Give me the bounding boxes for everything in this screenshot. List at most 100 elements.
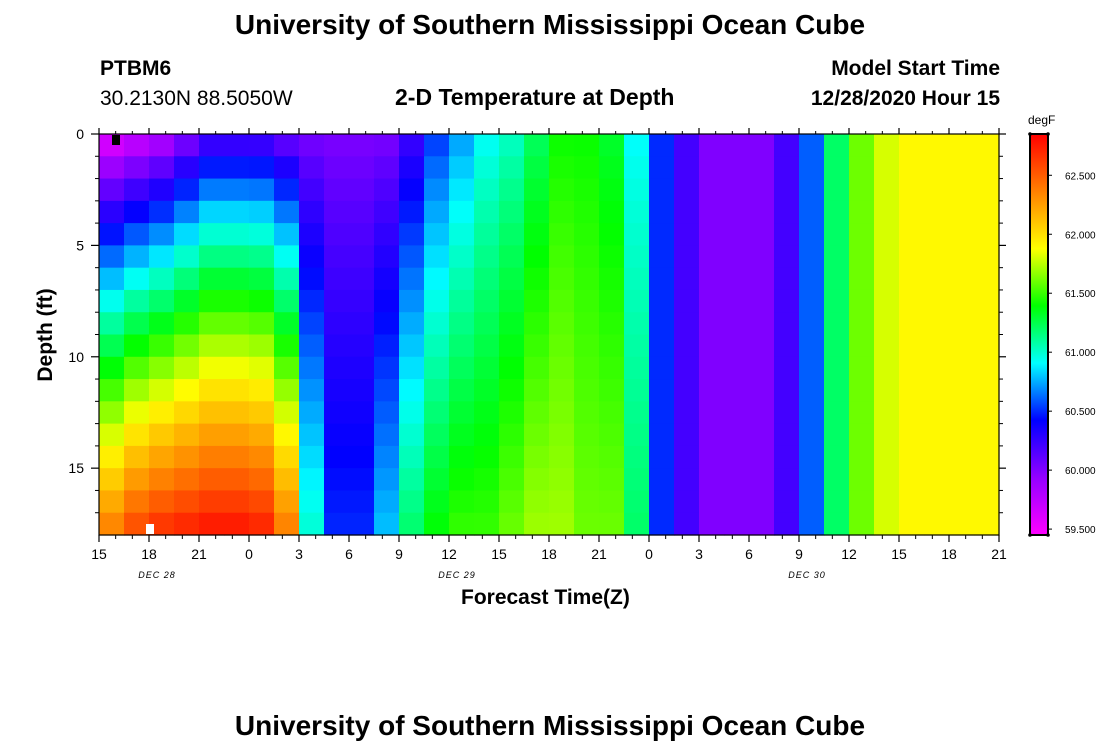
heatmap-cell	[324, 223, 350, 246]
heatmap-cell	[174, 245, 200, 269]
heatmap-cell	[874, 356, 900, 380]
heatmap-cell	[849, 178, 875, 202]
heatmap-cell	[699, 512, 725, 536]
heatmap-cell	[974, 490, 1000, 514]
heatmap-cell	[374, 445, 400, 469]
heatmap-cell	[224, 334, 250, 358]
x-tick-label: 12	[441, 546, 457, 562]
heatmap-cell	[549, 223, 575, 246]
heatmap-cell	[274, 245, 300, 269]
y-tick-label: 10	[68, 349, 84, 365]
heatmap-cell	[774, 267, 800, 291]
heatmap-cell	[449, 401, 475, 425]
heatmap-cell	[199, 178, 225, 202]
heatmap-cell	[699, 223, 725, 246]
heatmap-cell	[824, 200, 850, 224]
heatmap-cell	[799, 267, 825, 291]
heatmap-cell	[249, 178, 275, 202]
heatmap-cell	[749, 401, 775, 425]
heatmap-cell	[724, 512, 750, 536]
heatmap-cell	[174, 356, 200, 380]
heatmap-cell	[549, 200, 575, 224]
heatmap-cell	[299, 134, 325, 157]
heatmap-cell	[899, 200, 925, 224]
heatmap-cell	[99, 223, 125, 246]
heatmap-cell	[724, 423, 750, 447]
heatmap-cell	[799, 200, 825, 224]
heatmap-cell	[599, 468, 625, 492]
heatmap-cell	[324, 468, 350, 492]
heatmap-cell	[124, 312, 150, 336]
heatmap-cell	[249, 267, 275, 291]
heatmap-cell	[699, 245, 725, 269]
heatmap-cell	[549, 156, 575, 180]
heatmap-cell	[274, 490, 300, 514]
colorbar-corner-dot	[1028, 132, 1032, 136]
heatmap-cell	[849, 445, 875, 469]
y-tick-label: 5	[76, 237, 84, 253]
heatmap-cell	[749, 223, 775, 246]
heatmap-cell	[199, 423, 225, 447]
heatmap-cell	[524, 423, 550, 447]
heatmap-cell	[949, 512, 975, 536]
heatmap-cell	[624, 245, 650, 269]
colorbar: 62.500 62.000 61.500 61.000 60.500 60.000 59.5…	[1028, 132, 1096, 537]
heatmap-cell	[924, 134, 950, 157]
heatmap-cell	[299, 289, 325, 313]
x-tick-label: 21	[591, 546, 607, 562]
heatmap-cell	[949, 379, 975, 402]
heatmap-cell	[474, 423, 500, 447]
heatmap-cell	[699, 379, 725, 402]
heatmap-cell	[524, 156, 550, 180]
heatmap-cell	[399, 245, 425, 269]
heatmap-cell	[474, 178, 500, 202]
heatmap-cell	[99, 468, 125, 492]
heatmap-cell	[899, 223, 925, 246]
heatmap-cell	[724, 156, 750, 180]
heatmap-cell	[874, 512, 900, 536]
heatmap-cell	[649, 468, 675, 492]
heatmap-cell	[624, 267, 650, 291]
heatmap-cell	[649, 512, 675, 536]
heatmap-cell	[349, 334, 375, 358]
heatmap-cell	[199, 267, 225, 291]
heatmap-cell	[124, 512, 150, 536]
heatmap-cell	[199, 401, 225, 425]
heatmap-cell	[824, 223, 850, 246]
heatmap-cell	[249, 312, 275, 336]
heatmap-cell	[349, 245, 375, 269]
heatmap-cell	[149, 289, 175, 313]
heatmap-cell	[174, 312, 200, 336]
heatmap-cell	[899, 134, 925, 157]
heatmap-cell	[374, 468, 400, 492]
heatmap-cell	[124, 356, 150, 380]
heatmap-cell	[574, 223, 600, 246]
heatmap-cell	[574, 156, 600, 180]
x-tick-label: 12	[841, 546, 857, 562]
heatmap-cell	[724, 379, 750, 402]
heatmap-cell	[949, 490, 975, 514]
heatmap-cell	[99, 200, 125, 224]
heatmap-cell	[549, 134, 575, 157]
heatmap-cell	[649, 134, 675, 157]
heatmap-cell	[299, 379, 325, 402]
heatmap-cell	[224, 512, 250, 536]
heatmap-cell	[849, 245, 875, 269]
heatmap-cell	[824, 156, 850, 180]
heatmap-cell	[224, 468, 250, 492]
heatmap-cell	[799, 490, 825, 514]
heatmap-cell	[799, 401, 825, 425]
heatmap-cell	[899, 445, 925, 469]
heatmap-cell	[874, 401, 900, 425]
y-tick-label: 0	[76, 126, 84, 142]
heatmap-cell	[924, 245, 950, 269]
heatmap-cell	[124, 423, 150, 447]
heatmap-cell	[799, 289, 825, 313]
heatmap-cell	[449, 156, 475, 180]
heatmap-cell	[649, 289, 675, 313]
heatmap-cell	[249, 334, 275, 358]
heatmap-cell	[174, 178, 200, 202]
heatmap-cell	[624, 223, 650, 246]
heatmap-cell	[724, 134, 750, 157]
heatmap-cell	[899, 401, 925, 425]
